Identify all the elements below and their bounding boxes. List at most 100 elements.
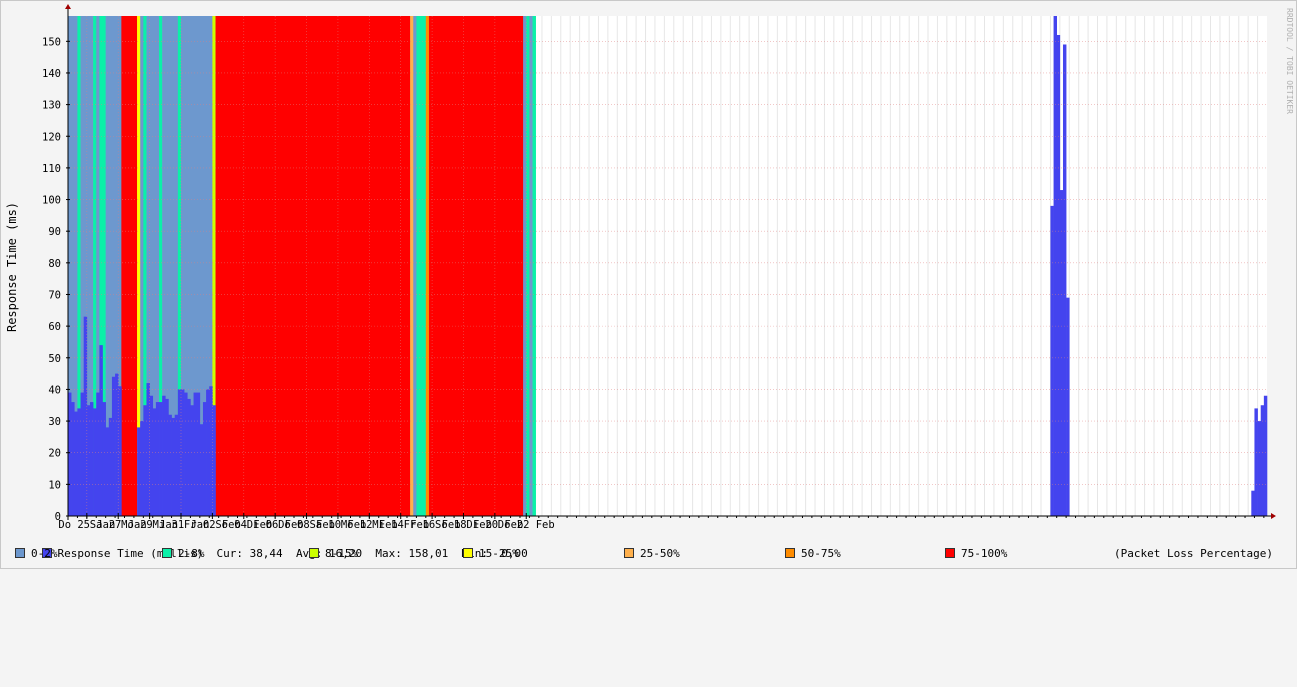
response-time-chart: 0 10 20 30 40 50 60 70 80 90 100 110 120 130 140 150 Do… — [5, 4, 1294, 531]
packet-loss-bar — [532, 16, 536, 516]
response-time-bar — [206, 389, 210, 516]
legend-bin-15-25: 15-25% — [463, 547, 519, 561]
graph-frame: 0 10 20 30 40 50 60 70 80 90 100 110 120 130 140 150 Do… — [0, 0, 1297, 569]
stat-max: Max: 158,01 — [375, 547, 449, 560]
response-time-bar — [149, 395, 154, 516]
response-time-bar — [193, 392, 197, 516]
legend-loss-row: 0-2% 2-8% 8-15% 15-25% 25-50% 50-75% 75-… — [15, 547, 1285, 561]
legend-response-row: Response Time (millis) Cur: 38,44 Avg: 1… — [15, 533, 528, 560]
response-time-bar — [68, 392, 72, 516]
response-time-bar — [105, 427, 110, 516]
y-tick-label: 80 — [48, 258, 61, 270]
response-time-bar — [1257, 421, 1262, 516]
packet-loss-bar — [529, 16, 533, 516]
packet-loss-bar — [137, 16, 141, 516]
response-time-bar — [83, 316, 88, 516]
y-tick-label: 30 — [48, 416, 61, 428]
response-time-bar — [174, 414, 179, 516]
response-time-bar — [209, 386, 213, 516]
response-time-bar — [1260, 405, 1265, 516]
response-time-bar — [1254, 408, 1258, 516]
response-time-bar — [111, 376, 116, 516]
packet-loss-bar — [143, 16, 147, 516]
response-time-bar — [184, 392, 188, 516]
packet-loss-bar — [177, 16, 182, 516]
packet-loss-bar — [68, 16, 78, 516]
packet-loss-bar — [416, 16, 427, 516]
packet-loss-bar — [93, 16, 97, 516]
response-time-bar — [99, 345, 103, 516]
response-time-bar — [168, 414, 172, 516]
response-time-bar — [137, 427, 141, 516]
legend-bin-25-50: 25-50% — [624, 547, 680, 561]
response-time-bar — [86, 405, 91, 516]
bin-label: 75-100% — [961, 547, 1008, 560]
packet-loss-bar — [215, 16, 411, 516]
response-time-bar — [115, 373, 119, 516]
legend-bin-75-100: 75-100% — [945, 547, 1007, 561]
y-tick-label: 20 — [48, 448, 61, 460]
response-time-bar — [1059, 190, 1064, 516]
x-tick-label: Mo 29 Jan — [121, 519, 178, 531]
x-tick-label: Mo 12 Feb — [341, 519, 398, 531]
x-tick-label: Sa 10 Feb — [309, 519, 366, 531]
response-time-bar — [159, 402, 163, 516]
y-tick-label: 120 — [42, 131, 61, 143]
x-tick-label: Di 20 Feb — [466, 519, 523, 531]
stat-cur: Cur: 38,44 — [216, 547, 283, 560]
packet-loss-bar — [428, 16, 524, 516]
y-tick-label: 140 — [42, 68, 61, 80]
x-tick-label: Mi 31 Jan — [153, 519, 210, 531]
response-time-bar — [162, 395, 166, 516]
x-tick-label: So 04 Feb — [215, 519, 272, 531]
legend-bin-2-8: 2-8% — [162, 547, 205, 561]
bin-swatch — [309, 548, 319, 558]
x-tick-label: So 18 Feb — [435, 519, 492, 531]
legend-bin-0-2: 0-2% — [15, 547, 58, 561]
legend-bin-8-15: 8-15% — [309, 547, 358, 561]
bin-swatch — [785, 548, 795, 558]
x-tick-label: Do 08 Feb — [278, 519, 335, 531]
y-axis-label: Response Time (ms) — [5, 202, 19, 332]
response-time-bar — [96, 392, 100, 516]
y-tick-label: 150 — [42, 36, 61, 48]
response-time-bar — [89, 402, 94, 516]
packet-loss-bar — [526, 16, 530, 516]
x-tick-label: Do 25 Jan — [58, 519, 115, 531]
x-tick-label: Mi 14 Feb — [372, 519, 429, 531]
packet-loss-caption: (Packet Loss Percentage) — [1114, 547, 1273, 560]
response-time-bar — [146, 383, 150, 516]
response-time-bar — [155, 402, 160, 516]
packet-loss-bar — [77, 16, 81, 516]
response-time-bar — [165, 398, 169, 516]
bin-swatch — [162, 548, 172, 558]
packet-loss-bar — [523, 16, 527, 516]
response-time-bar — [196, 392, 201, 516]
packet-loss-bar — [162, 16, 179, 516]
response-time-bar — [1066, 297, 1070, 516]
y-tick-label: 10 — [48, 479, 61, 491]
packet-loss-bar — [140, 16, 144, 516]
response-time-bar — [1056, 34, 1061, 517]
y-tick-label: 70 — [48, 289, 61, 301]
response-time-bar — [202, 402, 207, 516]
packet-loss-bar — [121, 16, 138, 516]
response-time-bar — [71, 402, 75, 516]
bin-label: 15-25% — [479, 547, 519, 560]
response-time-bar — [102, 402, 106, 516]
x-tick-label: Fr 02 Feb — [184, 519, 241, 531]
response-time-bar — [1050, 205, 1054, 516]
x-axis-arrow — [1271, 513, 1276, 519]
response-time-bar — [77, 408, 81, 516]
packet-loss-bar — [425, 16, 430, 516]
response-time-bar — [1053, 16, 1058, 516]
response-time-bar — [1263, 395, 1268, 516]
bin-label: 2-8% — [178, 547, 205, 560]
bin-swatch — [15, 548, 25, 558]
packet-loss-bar — [96, 16, 100, 516]
x-tick-label: Do 22 Feb — [498, 519, 555, 531]
legend-bin-50-75: 50-75% — [785, 547, 841, 561]
packet-loss-bar — [159, 16, 163, 516]
response-time-bar — [152, 408, 157, 516]
y-tick-label: 60 — [48, 321, 61, 333]
